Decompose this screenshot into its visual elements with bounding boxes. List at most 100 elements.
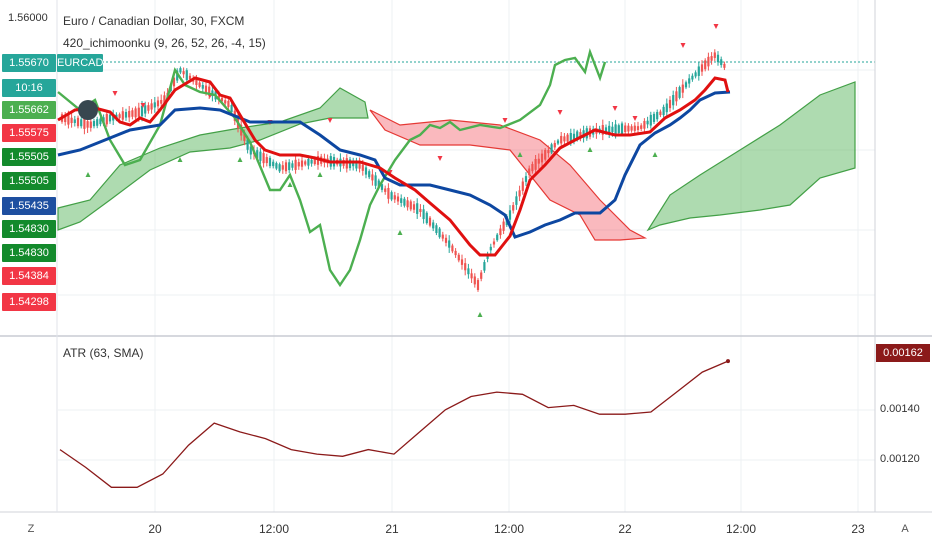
candle-body [118,114,121,118]
candle-body [633,125,636,131]
candle-body [400,198,403,203]
candle-body [409,201,412,210]
time-label: 12:00 [258,522,290,536]
candle-body [544,149,547,160]
candle-body [396,196,400,202]
time-label: 20 [148,522,162,536]
buy-signal-marker [85,172,91,177]
candle-body [540,153,544,163]
candle-body [412,204,416,210]
candle-body [70,117,73,124]
sell-signal-marker [557,110,563,115]
candle-body [502,221,505,231]
candle-body [496,234,499,241]
sell-signal-marker [437,156,443,161]
candle-body [608,125,611,134]
price-tag: 1.55505 [2,148,56,166]
candle-body [156,100,160,107]
candle-body [147,105,150,111]
candle-body [547,150,550,154]
candle-body [368,171,371,178]
sell-signal-marker [112,91,118,96]
candle-body [614,124,617,135]
candle-body [150,103,153,110]
candle-body [393,195,396,200]
candle-body [467,268,470,275]
zoom-button[interactable]: Z [27,523,35,535]
candle-body [444,237,448,243]
candle-body [108,114,112,122]
candle-body [80,119,83,127]
candle-body [262,153,265,164]
atr-axis-label: 0.00120 [880,453,920,465]
atr-legend[interactable]: ATR (63, SMA) [63,346,144,360]
candle-body [220,97,224,102]
candle-body [553,142,556,148]
price-tag: 1.54384 [2,267,56,285]
candle-body [643,120,646,129]
candle-body [704,60,707,70]
candle-body [569,132,572,142]
candle-body [566,134,569,142]
price-tag: 1.54298 [2,293,56,311]
candle-body [684,82,688,88]
price-tag: 1.55575 [2,124,56,142]
candle-body [153,102,156,108]
candle-body [105,113,108,125]
tenkan-sen-line [57,76,730,257]
auto-scale-button[interactable]: A [901,523,909,535]
candle-body [560,135,563,144]
candle-body [291,163,294,168]
candle-body [310,159,313,164]
candle-body [297,162,300,167]
price-tag: 1.54830 [2,244,56,262]
candle-body [473,276,476,285]
sell-signal-marker [680,43,686,48]
candle-body [217,95,220,100]
chikou-span-line [57,48,607,288]
candle-body [182,71,185,75]
candle-body [249,146,252,155]
candle-body [185,70,188,80]
candle-body [556,140,560,144]
candle-body [67,114,70,125]
candle-body [201,85,204,89]
candle-body [611,126,614,133]
candle-body [387,187,390,199]
candle-body [457,254,460,261]
candle-body [348,159,352,169]
candle-body [640,125,643,129]
price-tag: 1.54830 [2,220,56,238]
candle-body [572,133,576,140]
candle-body [710,56,713,61]
candle-body [672,95,675,106]
candle-body [313,157,316,165]
candle-body [134,108,137,118]
symbol-title[interactable]: Euro / Canadian Dollar, 30, FXCM [63,14,245,28]
candle-body [224,100,227,104]
candle-body [563,136,566,142]
candle-body [163,95,166,106]
kumo-cloud-green-2 [646,81,856,232]
time-label: 12:00 [725,522,757,536]
candle-body [624,125,627,133]
candle-body [617,125,620,133]
candle-body [656,111,659,120]
candle-body [304,161,307,165]
buy-signal-marker [237,157,243,162]
candle-body [96,119,99,126]
indicator-legend[interactable]: 420_ichimoonku (9, 26, 52, 26, -4, 15) [63,36,266,50]
kumo-cloud-red [369,109,648,241]
candle-body [470,273,473,279]
candle-body [179,68,182,73]
candle-body [483,262,486,271]
price-tag: 1.55670 [2,54,56,72]
drawing-marker[interactable] [78,100,98,120]
kijun-sen-line [57,90,731,239]
candle-body [476,280,480,290]
candle-body [92,120,96,127]
candle-body [288,162,291,171]
candle-body [678,87,681,98]
candle-body [486,255,489,259]
